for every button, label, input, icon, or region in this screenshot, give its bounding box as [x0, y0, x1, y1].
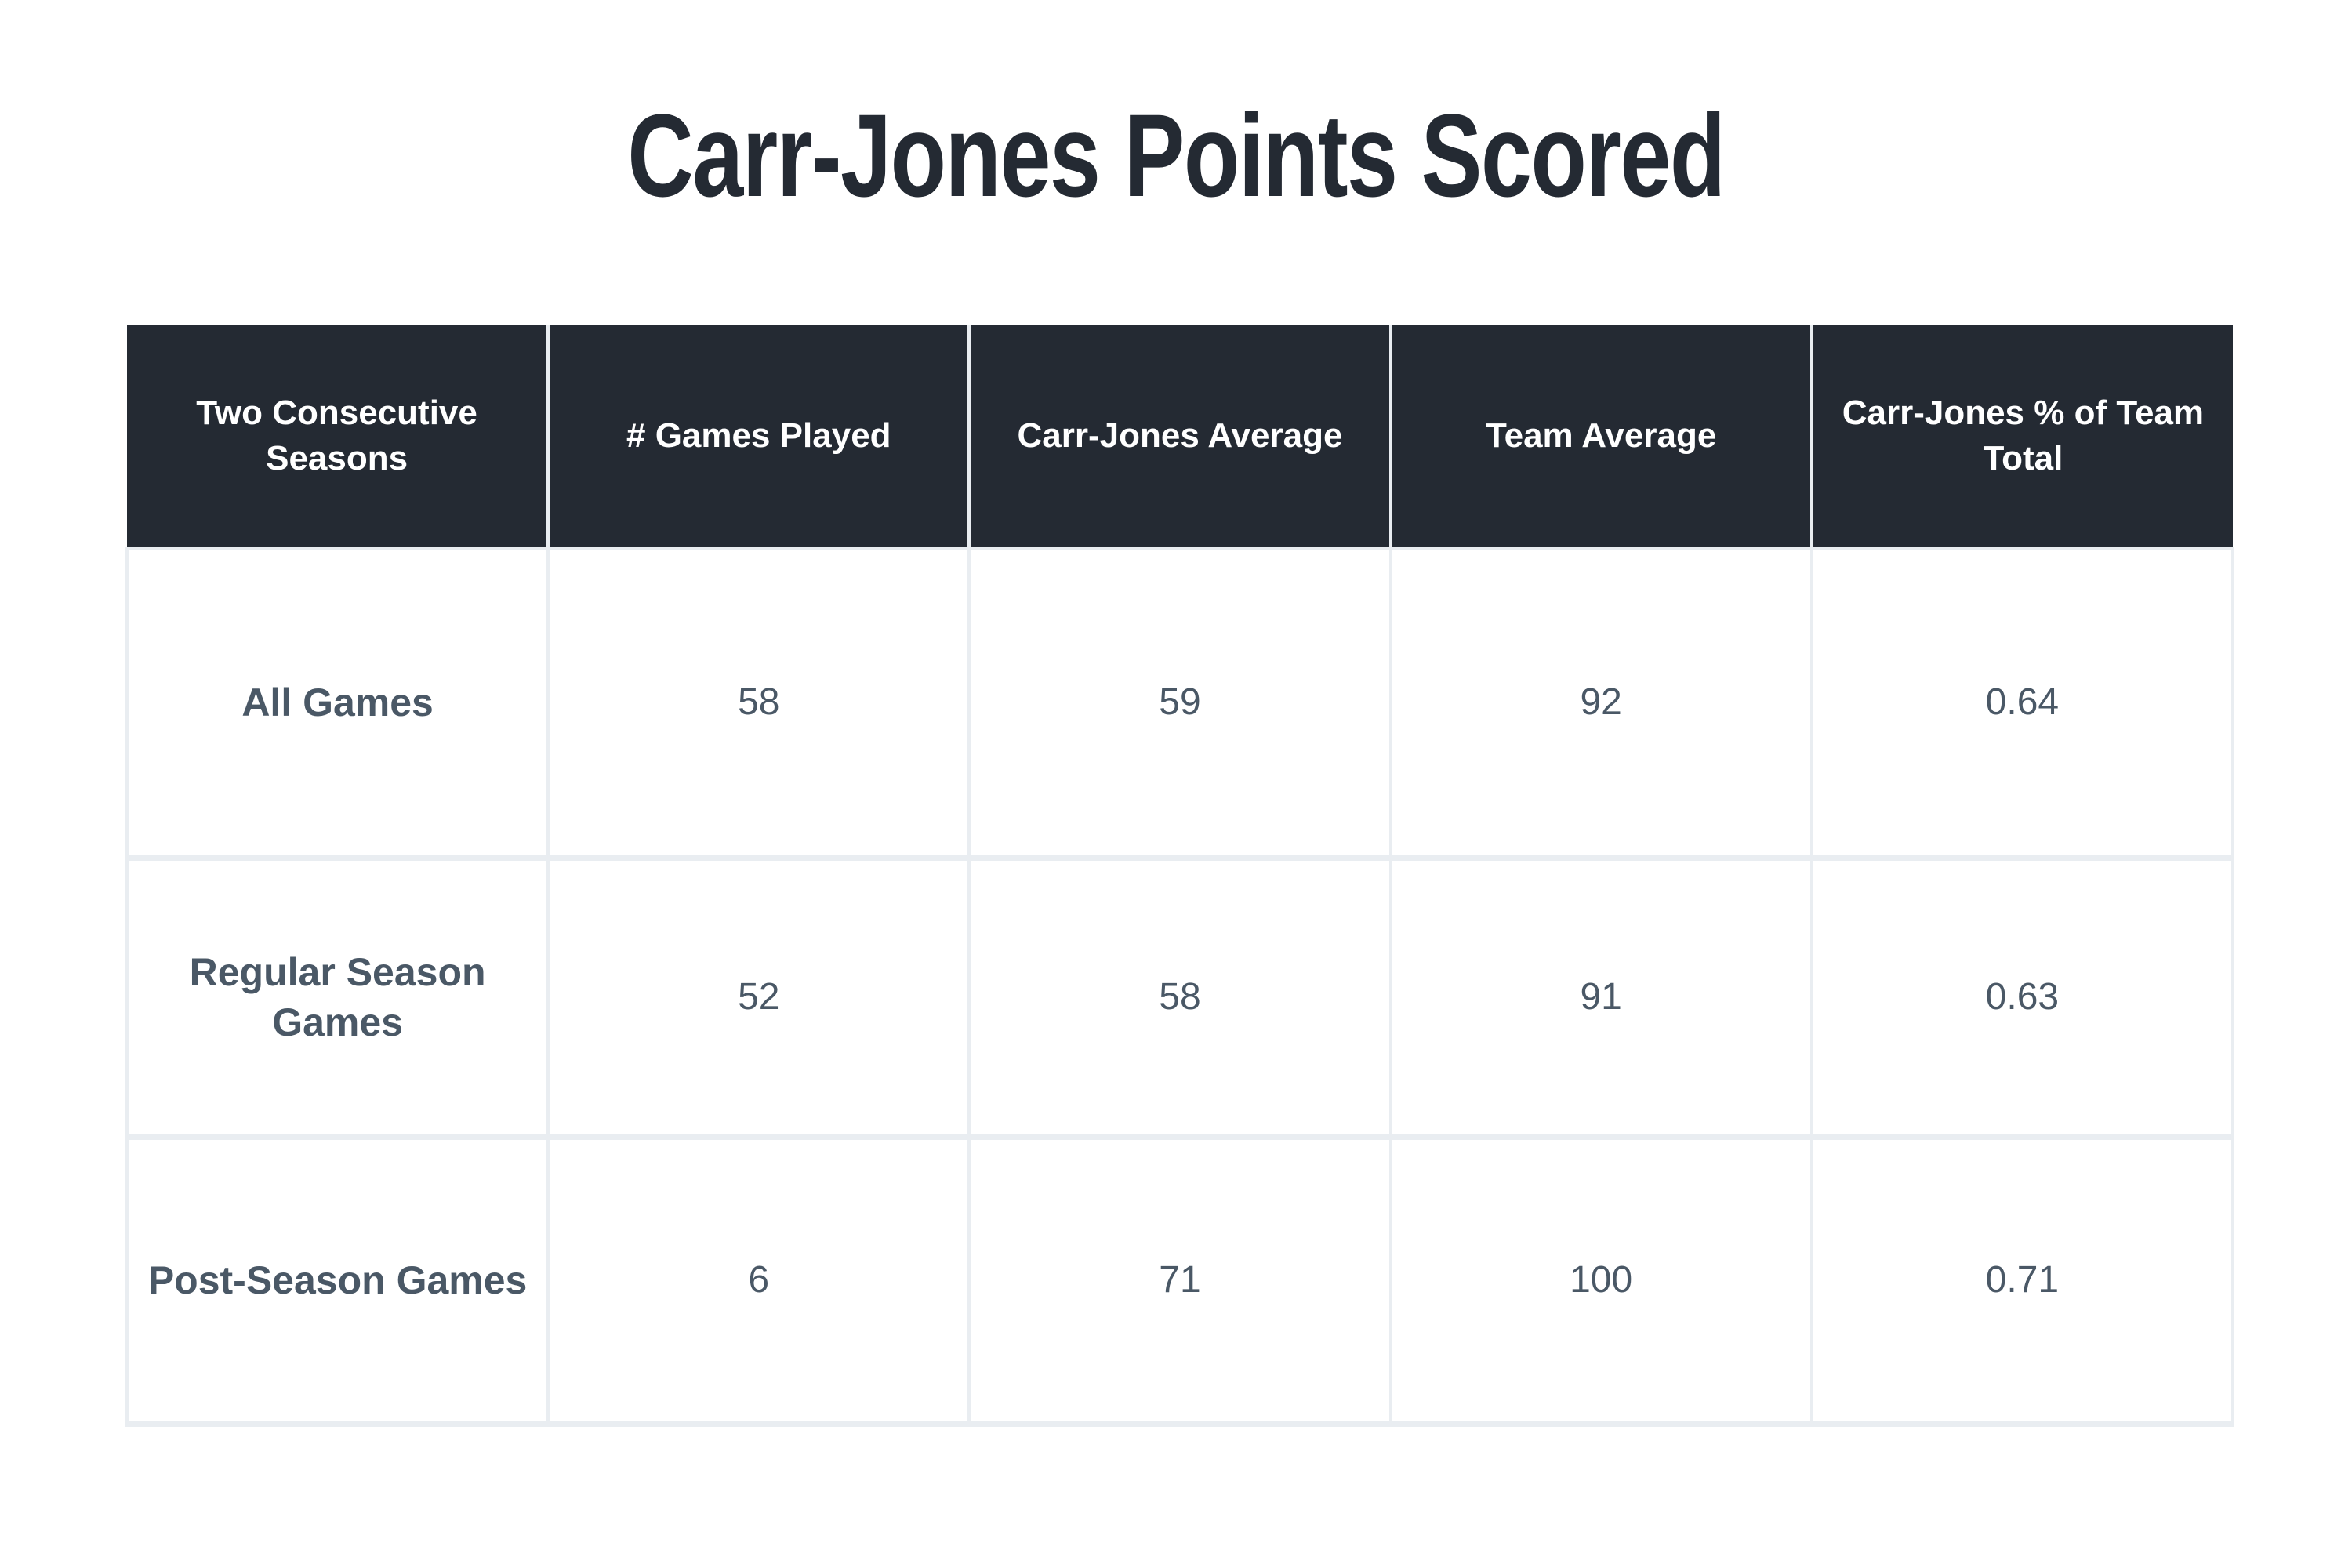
page-title: Carr-Jones Points Scored: [627, 89, 1726, 221]
cell-games-played: 58: [546, 547, 971, 861]
cell-team-average: 91: [1388, 856, 1813, 1140]
cell-carr-jones-average: 59: [967, 547, 1392, 861]
row-label: Post-Season Games: [125, 1135, 550, 1427]
cell-pct-team-total: 0.63: [1809, 856, 2235, 1140]
header-carr-jones-average: Carr-Jones Average: [967, 325, 1392, 549]
header-seasons: Two Consecutive Seasons: [127, 325, 550, 549]
header-row: Two Consecutive Seasons # Games Played C…: [127, 325, 2233, 549]
header-team-average: Team Average: [1388, 325, 1813, 549]
cell-carr-jones-average: 71: [967, 1135, 1392, 1427]
cell-games-played: 52: [546, 856, 971, 1140]
header-games-played: # Games Played: [546, 325, 971, 549]
row-label: All Games: [125, 547, 550, 861]
cell-pct-team-total: 0.64: [1809, 547, 2235, 861]
cell-pct-team-total: 0.71: [1809, 1135, 2235, 1427]
table-row: All Games 58 59 92 0.64: [125, 547, 2235, 861]
header-pct-team-total: Carr-Jones % of Team Total: [1809, 325, 2233, 549]
cell-team-average: 100: [1388, 1135, 1813, 1427]
table-row: Post-Season Games 6 71 100 0.71: [125, 1135, 2235, 1427]
cell-games-played: 6: [546, 1135, 971, 1427]
points-table: Two Consecutive Seasons # Games Played C…: [125, 325, 2235, 1427]
row-label: Regular Season Games: [125, 856, 550, 1140]
table-row: Regular Season Games 52 58 91 0.63: [125, 856, 2235, 1140]
cell-team-average: 92: [1388, 547, 1813, 861]
cell-carr-jones-average: 58: [967, 856, 1392, 1140]
